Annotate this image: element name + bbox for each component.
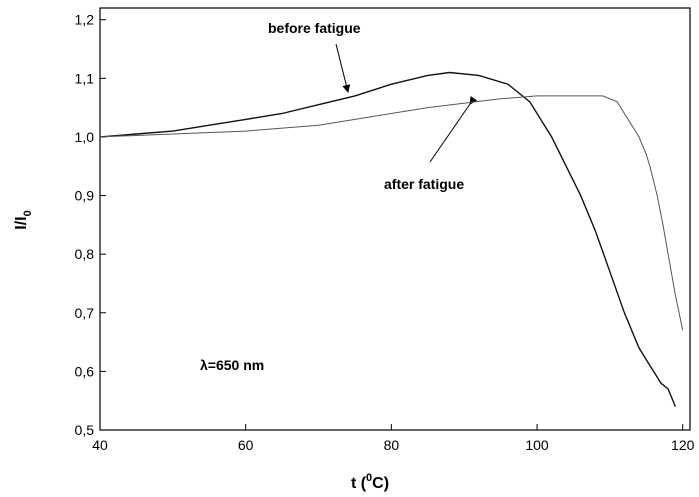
y-tick-label: 0,9 (75, 188, 95, 204)
arrow (335, 43, 351, 93)
x-tick-label: 120 (671, 437, 695, 453)
series-line (99, 95, 684, 331)
annotation: before fatigue (268, 20, 361, 36)
x-axis-label: t (0C) (351, 472, 389, 492)
x-tick-label: 80 (384, 437, 400, 453)
y-label-sub: 0 (22, 210, 34, 216)
y-tick-label: 1,1 (75, 70, 95, 86)
y-label-part: I/I (13, 216, 30, 229)
y-tick-label: 0,8 (75, 246, 95, 262)
y-tick-label: 0,6 (75, 363, 95, 379)
x-label-part: C) (372, 475, 389, 492)
x-tick-label: 60 (238, 437, 254, 453)
x-tick-label: 40 (92, 437, 108, 453)
series-line (99, 71, 677, 407)
y-axis-label: I/I0 (13, 210, 34, 229)
y-tick-label: 1,0 (75, 129, 95, 145)
arrow (429, 95, 478, 163)
x-label-part: t ( (351, 475, 367, 492)
annotation: after fatigue (384, 176, 464, 192)
plot-frame (99, 7, 691, 431)
y-tick-label: 1,2 (75, 12, 95, 28)
x-label-sup: 0 (366, 472, 372, 484)
y-tick-label: 0,5 (75, 422, 95, 438)
annotation: λ=650 nm (200, 357, 264, 373)
y-tick-label: 0,7 (75, 305, 95, 321)
x-tick-label: 100 (525, 437, 549, 453)
